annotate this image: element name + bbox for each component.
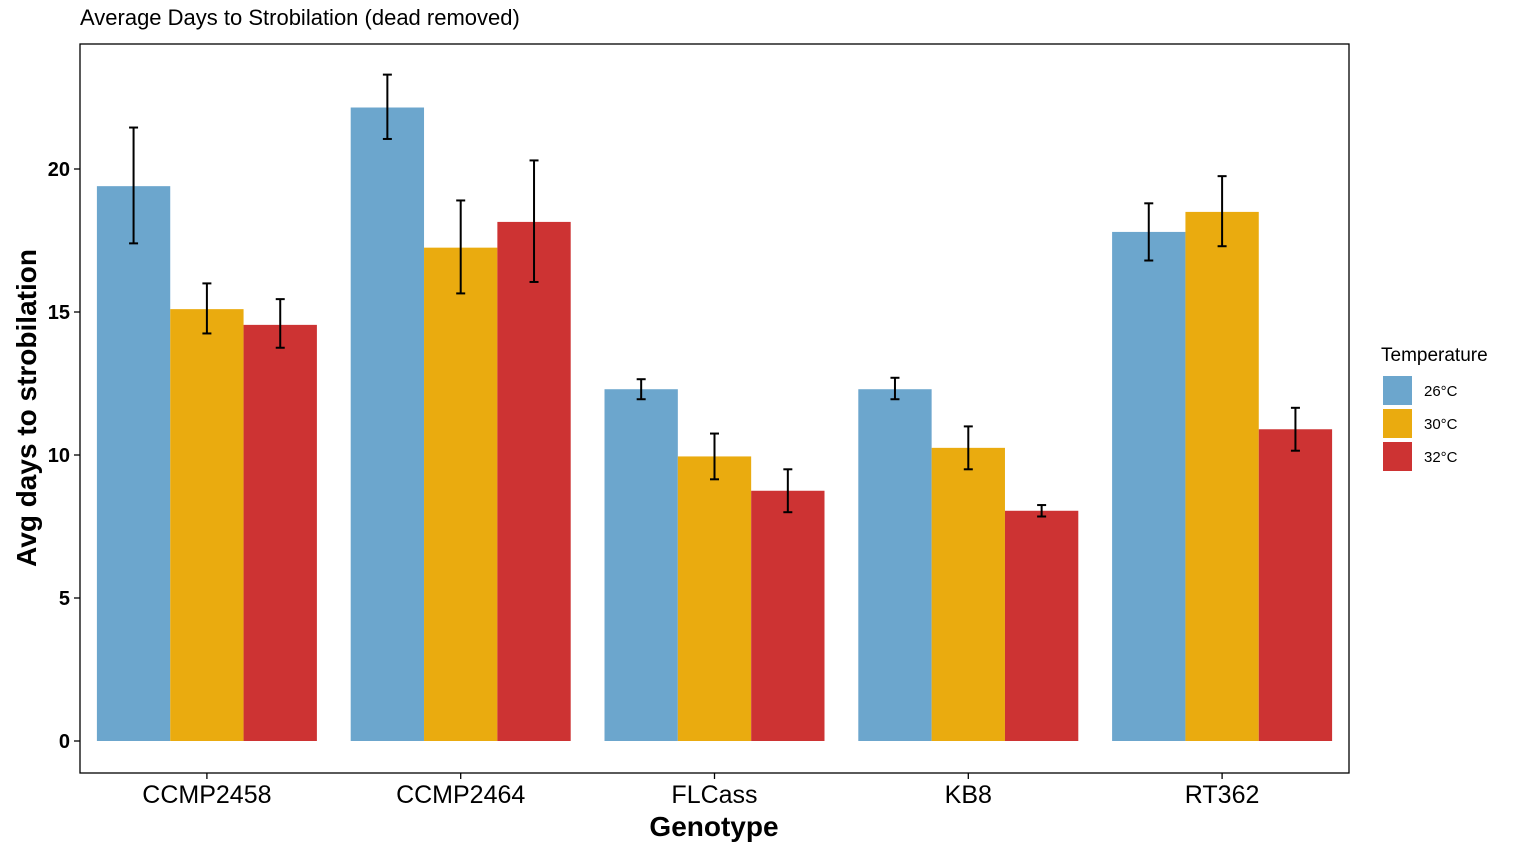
bar-ccmp2458-2 (170, 309, 244, 741)
bar-rt362-1 (1112, 231, 1186, 742)
y-tick-label: 20 (48, 159, 70, 181)
y-tick-label: 10 (48, 445, 70, 467)
bar-kb8-1 (858, 389, 932, 741)
y-tick-label: 15 (48, 302, 70, 324)
y-tick-label: 0 (59, 731, 70, 753)
bar-rt362-3 (1258, 429, 1333, 741)
error-bar (456, 199, 466, 295)
error-bar (1290, 406, 1300, 452)
y-axis: 0 5 10 15 20 (48, 159, 80, 753)
x-tick-label: RT362 (1185, 781, 1260, 809)
y-tick-label: 5 (59, 588, 70, 610)
error-bar (529, 159, 539, 283)
error-bar (1144, 202, 1154, 262)
bar-flcass-1 (604, 389, 678, 741)
legend-label: 32°C (1424, 449, 1458, 466)
legend-title: Temperature (1381, 345, 1488, 366)
bar-ccmp2464-1 (350, 107, 425, 741)
bars-layer (96, 107, 1333, 742)
legend-label: 30°C (1424, 416, 1458, 433)
x-axis: CCMP2458 CCMP2464 FLCass KB8 RT362 (142, 773, 1259, 809)
x-axis-label: Genotype (649, 811, 778, 842)
x-tick-label: KB8 (945, 781, 992, 809)
error-bar (783, 468, 793, 514)
bar-ccmp2458-1 (96, 186, 171, 741)
error-bar (636, 378, 646, 401)
legend: Temperature 26°C 30°C 32°C (1381, 345, 1488, 471)
bar-rt362-2 (1185, 211, 1259, 741)
error-bar (202, 282, 212, 335)
bar-ccmp2464-3 (497, 221, 571, 741)
x-tick-label: FLCass (671, 781, 757, 809)
legend-key-2 (1383, 409, 1412, 438)
legend-label: 26°C (1424, 383, 1458, 400)
legend-key-3 (1383, 442, 1412, 471)
error-bar (129, 126, 139, 245)
x-tick-label: CCMP2464 (396, 781, 525, 809)
bar-flcass-3 (751, 490, 825, 741)
error-bars-layer (129, 73, 1300, 518)
bar-kb8-3 (1004, 510, 1079, 741)
error-bar (275, 298, 285, 349)
y-axis-label: Avg days to strobilation (11, 249, 42, 567)
error-bar (963, 425, 973, 471)
bar-ccmp2458-3 (243, 324, 317, 741)
legend-key-1 (1383, 376, 1412, 405)
error-bar (1037, 504, 1047, 518)
bar-flcass-2 (677, 456, 752, 741)
error-bar (710, 432, 719, 481)
x-tick-label: CCMP2458 (142, 781, 271, 809)
error-bar (382, 73, 392, 140)
chart-title: Average Days to Strobilation (dead remov… (80, 5, 520, 30)
error-bar (1217, 175, 1227, 248)
bar-kb8-2 (931, 447, 1005, 741)
error-bar (890, 376, 900, 401)
bar-ccmp2464-2 (424, 247, 498, 741)
